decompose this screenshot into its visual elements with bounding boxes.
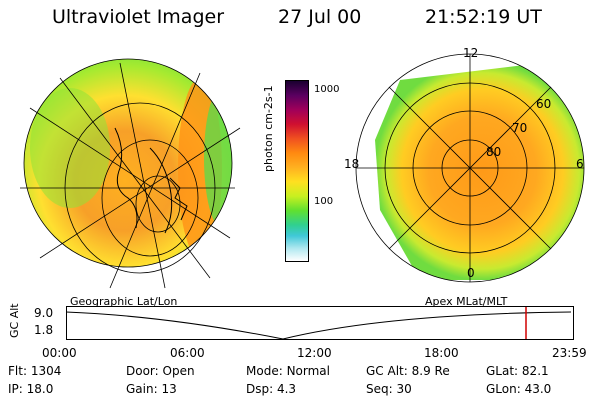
timeline-xtick-2359: 23:59 <box>552 346 587 360</box>
colorbar <box>285 80 309 262</box>
status-ip: IP: 18.0 <box>8 382 54 396</box>
right-panel-label: Apex MLat/MLT <box>425 295 508 308</box>
timeline-ylabel: GC Alt <box>8 303 21 338</box>
geographic-image <box>20 58 241 289</box>
status-gc-alt: GC Alt: 8.9 Re <box>366 364 450 378</box>
altitude-timeline <box>66 306 574 340</box>
timeline-xtick-0600: 06:00 <box>170 346 205 360</box>
lat-label-80: 80 <box>486 145 502 159</box>
status-glat: GLat: 82.1 <box>486 364 549 378</box>
colorbar-tick-100: 100 <box>314 196 334 207</box>
app-title: Ultraviolet Imager <box>52 6 225 28</box>
timeline-xtick-1800: 18:00 <box>424 346 459 360</box>
left-panel-label: Geographic Lat/Lon <box>70 295 178 308</box>
colorbar-tick-1000: 1000 <box>314 84 340 95</box>
status-flt: Flt: 1304 <box>8 364 62 378</box>
time-label: 21:52:19 UT <box>425 6 542 28</box>
timeline-xtick-1200: 12:00 <box>297 346 332 360</box>
lat-label-60: 60 <box>536 97 552 111</box>
lat-label-70: 70 <box>512 121 528 135</box>
altitude-curve <box>66 311 572 340</box>
timeline-ytick-9: 9.0 <box>34 306 54 320</box>
status-mode: Mode: Normal <box>246 364 330 378</box>
status-gain: Gain: 13 <box>126 382 177 396</box>
status-dsp: Dsp: 4.3 <box>246 382 297 396</box>
timeline-xtick-0000: 00:00 <box>42 346 77 360</box>
mlt-label-left: 18 <box>344 157 360 171</box>
status-door: Door: Open <box>126 364 195 378</box>
status-seq: Seq: 30 <box>366 382 412 396</box>
mlt-label-bottom: 0 <box>467 266 475 280</box>
status-glon: GLon: 43.0 <box>486 382 552 396</box>
mlt-label-top: 12 <box>463 46 479 60</box>
mlt-label-right: 6 <box>576 157 584 171</box>
date-label: 27 Jul 00 <box>278 6 362 28</box>
timeline-ytick-1-8: 1.8 <box>34 323 54 337</box>
colorbar-unit-label: photon cm-2s-1 <box>262 85 275 172</box>
magnetic-polar-plot <box>355 53 585 283</box>
